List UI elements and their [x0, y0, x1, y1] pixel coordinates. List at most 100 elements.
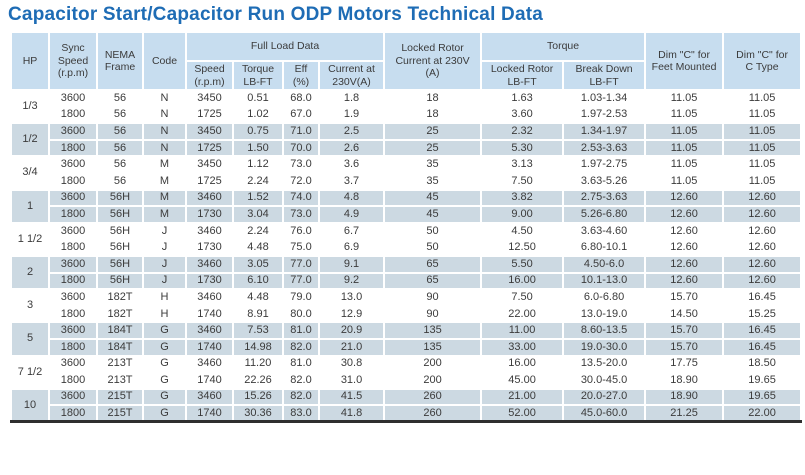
table-cell: 3600	[48, 155, 98, 174]
table-cell: 12.60	[644, 188, 725, 208]
table-cell: 7.50	[480, 171, 565, 191]
table-cell: 35	[383, 155, 483, 174]
table-cell: 5.26-6.80	[562, 205, 647, 224]
table-cell: 1.63	[480, 89, 565, 108]
hp-cell: 3	[10, 288, 50, 324]
table-cell: 3460	[185, 254, 234, 274]
table-cell: 215T	[96, 404, 144, 423]
table-cell: 41.5	[317, 387, 386, 407]
table-cell: 3600	[48, 188, 98, 208]
hp-cell: 1/3	[10, 88, 50, 125]
table-cell: 82.0	[282, 371, 320, 390]
table-cell: 70.0	[282, 138, 320, 158]
table-cell: N	[142, 138, 187, 158]
table-cell: 12.60	[644, 254, 725, 274]
table-cell: 3600	[48, 288, 98, 307]
col-header-locked-rotor-current: Locked Rotor Current at 230V (A)	[383, 31, 483, 91]
page-title: Capacitor Start/Capacitor Run ODP Motors…	[8, 4, 544, 25]
table-cell: 11.05	[644, 171, 725, 191]
table-cell: G	[142, 337, 187, 357]
table-cell: 215T	[96, 387, 144, 407]
table-cell: 77.0	[282, 271, 320, 291]
table-cell: 1.8	[317, 89, 386, 108]
table-cell: 3.7	[317, 171, 386, 191]
table-cell: 11.00	[480, 321, 565, 340]
table-cell: 3600	[48, 221, 98, 241]
table-cell: 3.13	[480, 155, 565, 174]
table-cell: 30.36	[232, 404, 284, 423]
table-cell: G	[142, 404, 187, 423]
table-cell: 56H	[96, 271, 144, 291]
table-cell: 17.75	[644, 354, 725, 374]
table-cell: 11.05	[722, 89, 803, 108]
col-header-current-230v: Current at 230V(A)	[317, 60, 386, 91]
table-cell: 75.0	[282, 238, 320, 257]
table-cell: 56	[96, 171, 144, 191]
table-cell: 200	[383, 371, 483, 390]
table-cell: 12.60	[644, 221, 725, 241]
table-cell: 19.0-30.0	[562, 337, 647, 357]
table-cell: 19.65	[722, 387, 803, 407]
table-cell: 12.60	[644, 271, 725, 291]
table-cell: 11.05	[644, 138, 725, 158]
table-cell: 22.00	[722, 404, 803, 423]
hp-cell: 10	[10, 387, 50, 423]
table-cell: 12.50	[480, 238, 565, 257]
table-row: 1800 56H M 1730 3.04 73.0 4.9 45 9.00 5.26-6.80 12…	[11, 205, 803, 224]
table-cell: 260	[383, 404, 483, 423]
col-group-header-torque: Torque	[480, 31, 647, 62]
table-cell: 0.51	[232, 89, 284, 108]
table-cell: 12.60	[722, 221, 803, 241]
table-cell: 1725	[185, 171, 234, 191]
table-cell: 76.0	[282, 221, 320, 241]
table-cell: 12.60	[644, 205, 725, 224]
table-cell: 50	[383, 238, 483, 257]
table-cell: 74.0	[282, 188, 320, 208]
table-cell: 45.00	[480, 371, 565, 390]
table-cell: 73.0	[282, 155, 320, 174]
table-cell: 65	[383, 254, 483, 274]
table-cell: 12.60	[722, 188, 803, 208]
table-cell: 260	[383, 387, 483, 407]
table-cell: 1800	[48, 304, 98, 324]
table-cell: 11.05	[644, 89, 725, 108]
table-cell: 1800	[48, 337, 98, 357]
table-cell: J	[142, 221, 187, 241]
header-row-2: Speed (r.p.m) Torque LB-FT Eff (%) Curre…	[11, 60, 801, 91]
table-cell: 3460	[185, 354, 234, 374]
table-cell: 25	[383, 138, 483, 158]
table-cell: 2.32	[480, 122, 565, 141]
table-cell: 3460	[185, 221, 234, 241]
table-row: 1800 182T H 1740 8.91 80.0 12.9 90 22.00 13.0-19.…	[11, 304, 803, 324]
table-cell: 2.6	[317, 138, 386, 158]
table-cell: 3.04	[232, 205, 284, 224]
table-row: 1800 56 N 1725 1.02 67.0 1.9 18 3.60 1.97-2.53 11.…	[11, 105, 803, 125]
table-row: 1/2 3600 56 N 3450 0.75 71.0 2.5 25 2.32 1.34-1.97…	[10, 122, 803, 158]
table-cell: 2.75-3.63	[562, 188, 647, 208]
table-cell: N	[142, 89, 187, 108]
table-cell: 68.0	[282, 89, 320, 108]
col-header-hp: HP	[10, 31, 50, 91]
table-cell: 45	[383, 205, 483, 224]
table-row: 1800 56H J 1730 4.48 75.0 6.9 50 12.50 6.80-10.1 1…	[11, 238, 803, 257]
table-cell: 10.1-13.0	[562, 271, 647, 291]
table-cell: 5.50	[480, 254, 565, 274]
table-cell: 77.0	[282, 254, 320, 274]
table-cell: 1.52	[232, 188, 284, 208]
table-cell: 3450	[185, 89, 234, 108]
table-cell: M	[142, 155, 187, 174]
table-cell: 1800	[48, 105, 98, 125]
table-row: 1800 56 M 1725 2.24 72.0 3.7 35 7.50 3.63-5.26 11.…	[11, 171, 803, 191]
table-cell: 21.0	[317, 337, 386, 357]
table-cell: 16.45	[722, 321, 803, 340]
table-cell: 56	[96, 105, 144, 125]
table-cell: 9.1	[317, 254, 386, 274]
table-cell: 16.00	[480, 354, 565, 374]
table-cell: 3600	[48, 254, 98, 274]
table-row: 1800 213T G 1740 22.26 82.0 31.0 200 45.00 30.0-4…	[11, 371, 803, 390]
table-cell: 2.53-3.63	[562, 138, 647, 158]
table-row: 1800 56H J 1730 6.10 77.0 9.2 65 16.00 10.1-13.0 1…	[11, 271, 803, 291]
col-header-code: Code	[142, 31, 187, 91]
table-cell: 50	[383, 221, 483, 241]
